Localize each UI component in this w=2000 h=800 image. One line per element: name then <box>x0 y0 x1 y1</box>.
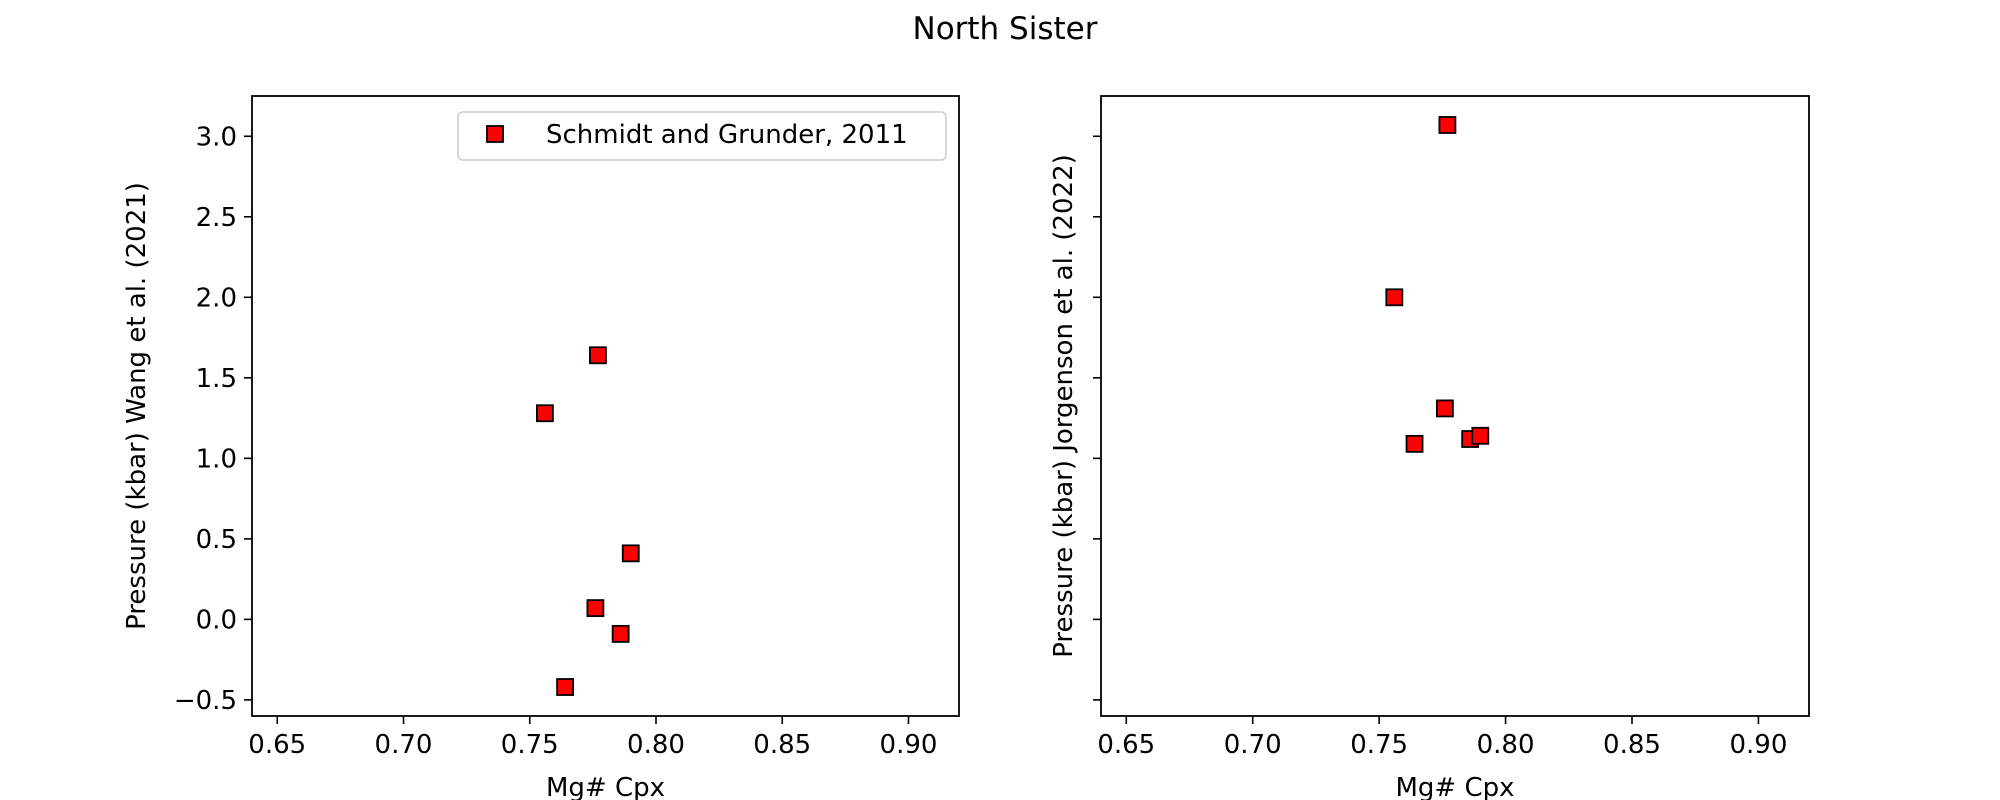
left-data-point <box>556 678 574 696</box>
left-y-tick-label: 2.5 <box>196 203 237 233</box>
left-x-tick-label: 0.80 <box>627 730 685 760</box>
left-data-point <box>589 346 607 365</box>
left-y-tick-label: −0.5 <box>174 686 237 716</box>
left-data-point <box>611 624 630 643</box>
left-x-tick-label: 0.65 <box>248 730 306 760</box>
right-data-point <box>1471 426 1490 445</box>
right-y-axis-label: Pressure (kbar) Jorgenson et al. (2022) <box>1049 154 1079 658</box>
right-x-axis-label: Mg# Cpx <box>1395 773 1514 800</box>
left-axes-frame <box>251 95 960 717</box>
right-ticks: 0.65 0.70 0.75 0.80 0.85 0.90 <box>1093 135 1787 760</box>
left-data-point <box>586 599 605 618</box>
legend-entry-label: Schmidt and Grunder, 2011 <box>546 120 908 150</box>
right-axes-frame <box>1100 95 1810 717</box>
legend-box <box>457 111 947 161</box>
right-x-tick-label: 0.70 <box>1224 730 1282 760</box>
left-y-tick-label: 0.0 <box>196 605 237 635</box>
left-y-tick-label: 0.5 <box>196 525 237 555</box>
right-x-tick-label: 0.80 <box>1477 730 1535 760</box>
right-data-points <box>1385 116 1490 453</box>
left-y-tick-label: 3.0 <box>196 122 237 152</box>
legend: Schmidt and Grunder, 2011 <box>457 111 947 161</box>
right-subplot: 0.65 0.70 0.75 0.80 0.85 0.90 Mg# Cpx Pressur… <box>1049 95 1810 800</box>
left-y-tick-label: 1.5 <box>196 364 237 394</box>
left-y-tick-label: 1.0 <box>196 444 237 474</box>
left-subplot: 0.65 0.70 0.75 0.80 0.85 0.90 −0.5 0.0 0.5 1.0 1.5… <box>122 95 960 800</box>
left-x-tick-label: 0.70 <box>375 730 433 760</box>
left-data-point <box>536 404 554 423</box>
right-data-point <box>1435 399 1454 418</box>
left-x-tick-label: 0.75 <box>501 730 559 760</box>
left-data-point <box>621 544 640 563</box>
right-data-point <box>1405 434 1424 453</box>
right-data-point <box>1438 116 1457 134</box>
right-x-tick-label: 0.65 <box>1097 730 1155 760</box>
left-x-axis-label: Mg# Cpx <box>546 773 665 800</box>
right-x-tick-label: 0.85 <box>1603 730 1661 760</box>
left-ticks: 0.65 0.70 0.75 0.80 0.85 0.90 −0.5 0.0 0.5 1.0 1.5… <box>174 122 938 760</box>
right-x-tick-label: 0.75 <box>1350 730 1408 760</box>
left-data-points <box>536 346 640 696</box>
left-y-tick-label: 2.0 <box>196 283 237 313</box>
left-x-tick-label: 0.90 <box>880 730 938 760</box>
figure-title: North Sister <box>913 11 1098 47</box>
right-x-tick-label: 0.90 <box>1729 730 1787 760</box>
left-x-tick-label: 0.85 <box>753 730 811 760</box>
left-y-axis-label: Pressure (kbar) Wang et al. (2021) <box>122 182 152 630</box>
right-data-point <box>1385 288 1404 307</box>
legend-marker <box>486 125 504 143</box>
